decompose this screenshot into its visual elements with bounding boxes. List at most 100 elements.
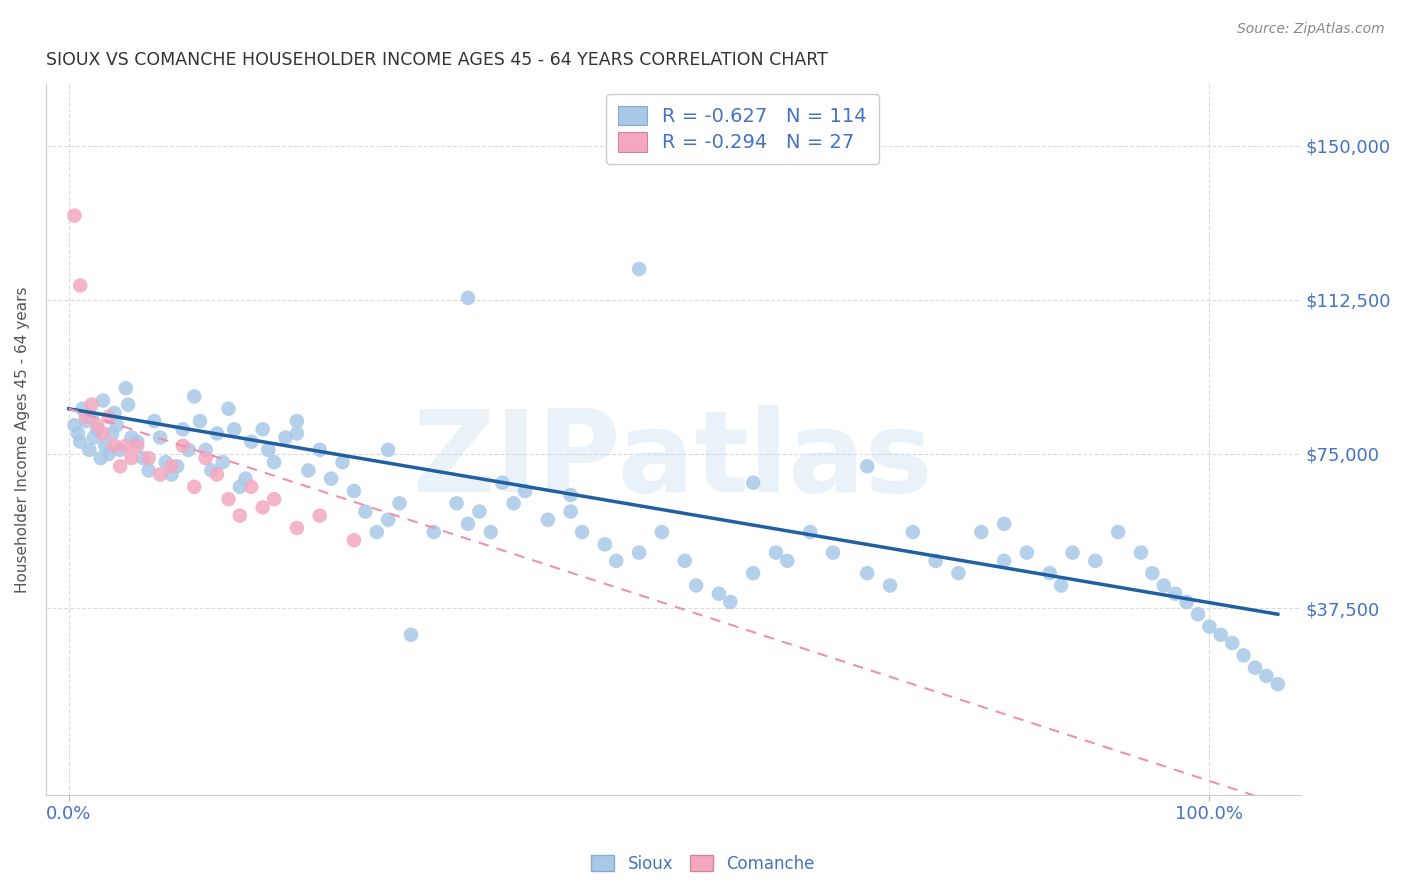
Point [457, 291, 479, 305]
Point [240, 480, 263, 494]
Point [75, 414, 97, 428]
Point [1209, 628, 1232, 642]
Point [377, 442, 399, 457]
Legend: R = -0.627   N = 114, R = -0.294   N = 27: R = -0.627 N = 114, R = -0.294 N = 27 [606, 94, 879, 164]
Text: Source: ZipAtlas.com: Source: ZipAtlas.com [1237, 22, 1385, 37]
Point [63, 418, 86, 433]
Text: SIOUX VS COMANCHE HOUSEHOLDER INCOME AGES 45 - 64 YEARS CORRELATION CHART: SIOUX VS COMANCHE HOUSEHOLDER INCOME AGE… [46, 51, 828, 69]
Point [105, 418, 128, 433]
Point [257, 442, 280, 457]
Point [172, 422, 194, 436]
Point [194, 442, 217, 457]
Point [127, 439, 149, 453]
Point [948, 566, 970, 581]
Point [332, 455, 354, 469]
Point [252, 500, 274, 515]
Point [108, 442, 131, 457]
Point [80, 398, 103, 412]
Point [1015, 546, 1038, 560]
Point [776, 554, 799, 568]
Point [121, 431, 143, 445]
Point [423, 524, 446, 539]
Text: ZIPatlas: ZIPatlas [413, 406, 934, 516]
Point [821, 546, 844, 560]
Point [285, 414, 308, 428]
Point [1039, 566, 1062, 581]
Point [1062, 546, 1084, 560]
Point [297, 463, 319, 477]
Point [1256, 669, 1278, 683]
Legend: Sioux, Comanche: Sioux, Comanche [585, 848, 821, 880]
Point [856, 459, 879, 474]
Point [91, 393, 114, 408]
Point [1050, 578, 1073, 592]
Point [91, 426, 114, 441]
Point [502, 496, 524, 510]
Point [194, 451, 217, 466]
Point [742, 566, 765, 581]
Point [69, 278, 91, 293]
Point [205, 426, 228, 441]
Point [593, 537, 616, 551]
Point [103, 439, 125, 453]
Point [80, 409, 103, 424]
Point [742, 475, 765, 490]
Point [718, 595, 741, 609]
Point [571, 524, 593, 539]
Point [1198, 619, 1220, 633]
Point [799, 524, 821, 539]
Point [205, 467, 228, 482]
Point [628, 262, 651, 277]
Point [172, 439, 194, 453]
Point [605, 554, 627, 568]
Point [366, 524, 388, 539]
Point [188, 414, 211, 428]
Point [160, 467, 183, 482]
Point [457, 516, 479, 531]
Point [63, 209, 86, 223]
Point [1142, 566, 1164, 581]
Point [217, 401, 239, 416]
Y-axis label: Householder Income Ages 45 - 64 years: Householder Income Ages 45 - 64 years [15, 286, 30, 593]
Point [765, 546, 787, 560]
Point [90, 451, 112, 466]
Point [79, 442, 101, 457]
Point [321, 472, 343, 486]
Point [285, 426, 308, 441]
Point [673, 554, 696, 568]
Point [101, 426, 124, 441]
Point [1153, 578, 1175, 592]
Point [72, 401, 94, 416]
Point [1267, 677, 1289, 691]
Point [685, 578, 707, 592]
Point [69, 434, 91, 449]
Point [83, 431, 105, 445]
Point [108, 459, 131, 474]
Point [160, 459, 183, 474]
Point [1220, 636, 1243, 650]
Point [1129, 546, 1152, 560]
Point [993, 516, 1015, 531]
Point [121, 451, 143, 466]
Point [235, 472, 257, 486]
Point [446, 496, 468, 510]
Point [924, 554, 946, 568]
Point [901, 524, 924, 539]
Point [1244, 661, 1267, 675]
Point [103, 406, 125, 420]
Point [343, 483, 366, 498]
Point [377, 513, 399, 527]
Point [651, 524, 673, 539]
Point [177, 442, 200, 457]
Point [970, 524, 993, 539]
Point [224, 422, 246, 436]
Point [138, 451, 160, 466]
Point [86, 418, 108, 433]
Point [537, 513, 560, 527]
Point [263, 492, 285, 507]
Point [285, 521, 308, 535]
Point [183, 389, 205, 403]
Point [1084, 554, 1107, 568]
Point [127, 434, 149, 449]
Point [149, 431, 172, 445]
